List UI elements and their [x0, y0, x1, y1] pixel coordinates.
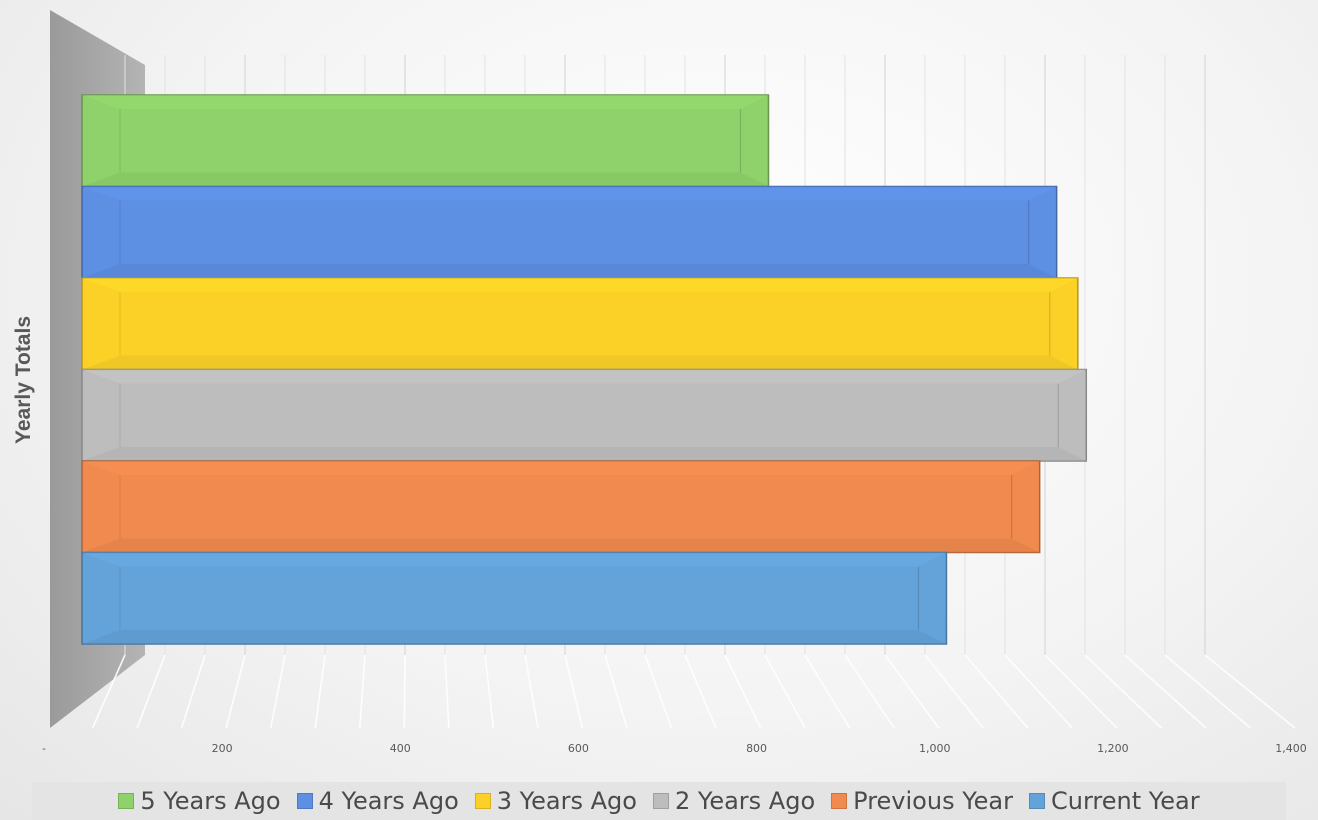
legend-swatch: [474, 793, 491, 809]
bar-2-years-ago: [81, 368, 1088, 462]
floor-gridline: [884, 654, 940, 729]
x-tick-label: 400: [390, 742, 411, 755]
legend-label: 5 Years Ago: [140, 787, 281, 815]
bar-bottom-bevel: [82, 538, 1040, 553]
bar-bottom-bevel: [82, 447, 1087, 461]
floor-gridline: [964, 654, 1029, 729]
legend-item: 5 Years Ago: [118, 787, 281, 815]
floor-gridline: [764, 654, 806, 729]
bar-top-bevel: [82, 278, 1078, 292]
floor-gridline: [1124, 654, 1207, 729]
floor-gridline: [644, 654, 673, 729]
legend-swatch: [118, 793, 135, 809]
legend-item: 3 Years Ago: [474, 787, 637, 815]
bar-previous-year: [81, 460, 1041, 554]
bar-bottom-bevel: [82, 264, 1057, 278]
floor-gridline: [403, 654, 406, 729]
legend-swatch: [831, 793, 848, 809]
floor-gridline: [314, 654, 326, 729]
floor-gridline: [269, 654, 286, 729]
legend-item: Previous Year: [831, 787, 1013, 815]
legend-item: 4 Years Ago: [296, 787, 459, 815]
floor-gridline: [136, 654, 166, 729]
bar-chart: - 200 400 600 800 1,000 1,200 1,400: [42, 10, 1307, 755]
legend: 5 Years Ago 4 Years Ago 3 Years Ago 2 Years…: [32, 782, 1286, 820]
legend-label: 3 Years Ago: [496, 787, 637, 815]
legend-swatch: [652, 793, 669, 809]
floor-gridline: [484, 654, 495, 729]
legend-label: Current Year: [1051, 787, 1200, 815]
legend-label: Previous Year: [853, 787, 1014, 815]
legend-swatch: [296, 793, 313, 809]
legend-item: Current Year: [1029, 787, 1200, 815]
floor-gridline: [524, 654, 539, 729]
bar-top-bevel: [82, 461, 1040, 475]
floor-gridline: [684, 654, 717, 729]
x-tick-label: 1,000: [919, 742, 951, 755]
floor-gridline: [358, 654, 366, 729]
floor-gridline: [1004, 654, 1073, 729]
bar-bottom-bevel: [82, 355, 1078, 370]
bar-top-bevel: [82, 552, 947, 567]
floor-gridline: [604, 654, 628, 729]
floor-gridline: [91, 654, 126, 729]
floor-gridline: [1084, 654, 1162, 729]
floor-gridline: [444, 654, 450, 729]
x-tick-label: 1,200: [1097, 742, 1129, 755]
x-tick-label: -: [42, 742, 46, 755]
floor-gridline: [1164, 654, 1251, 729]
x-tick-label: 1,400: [1275, 742, 1307, 755]
floor-gridline: [844, 654, 895, 729]
floor-gridline: [564, 654, 584, 729]
bar-bottom-bevel: [82, 172, 769, 187]
floor-gridline: [225, 654, 246, 729]
floor-gridline: [804, 654, 851, 729]
legend-label: 2 Years Ago: [674, 787, 816, 815]
legend-item: 2 Years Ago: [652, 787, 816, 815]
bar-top-bevel: [82, 369, 1087, 384]
x-tick-label: 600: [568, 742, 589, 755]
floor-gridline: [1044, 654, 1118, 729]
y-axis-label: Yearly Totals: [12, 315, 35, 445]
floor-gridline: [924, 654, 984, 729]
x-tick-label: 200: [212, 742, 233, 755]
floor-gridline: [180, 654, 206, 729]
floor-gridline: [1204, 654, 1296, 729]
legend-swatch: [1029, 793, 1046, 809]
bar-3-years-ago: [81, 277, 1079, 371]
bar-4-years-ago: [81, 185, 1058, 279]
x-tick-label: 800: [746, 742, 767, 755]
bar-top-bevel: [82, 186, 1057, 201]
bar-bottom-bevel: [82, 630, 947, 644]
floor-gridline: [724, 654, 762, 729]
bar-top-bevel: [82, 95, 769, 109]
legend-label: 4 Years Ago: [318, 787, 459, 815]
